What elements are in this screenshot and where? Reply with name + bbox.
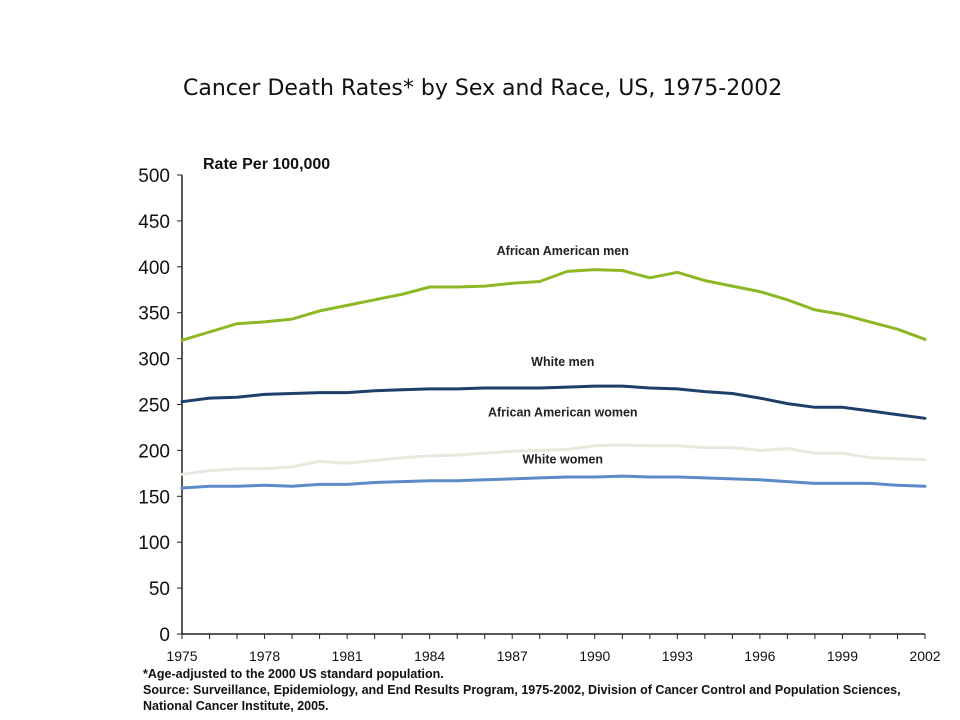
y-tick-label: 350 xyxy=(138,304,170,325)
x-tick-label: 1984 xyxy=(414,648,445,664)
series-line xyxy=(180,384,927,420)
series-label: White men xyxy=(531,355,594,369)
y-tick-label: 450 xyxy=(138,212,170,233)
series-line xyxy=(180,443,927,476)
series-label: African American men xyxy=(497,244,629,258)
y-axis-label: Rate Per 100,000 xyxy=(203,156,330,173)
footnote: *Age-adjusted to the 2000 US standard po… xyxy=(143,666,943,714)
x-tick-label: 1990 xyxy=(579,648,610,664)
y-tick-label: 100 xyxy=(138,533,170,554)
x-tick-label: 1987 xyxy=(497,648,528,664)
x-tick-label: 1975 xyxy=(166,648,197,664)
y-tick-label: 400 xyxy=(138,258,170,279)
x-tick-label: 1999 xyxy=(827,648,858,664)
y-tick-label: 500 xyxy=(138,166,170,187)
source-note: Source: Surveillance, Epidemiology, and … xyxy=(143,683,901,713)
x-tick-label: 1981 xyxy=(332,648,363,664)
y-tick-label: 50 xyxy=(149,579,170,600)
y-tick-label: 200 xyxy=(138,441,170,462)
y-tick-label: 150 xyxy=(138,487,170,508)
x-tick-label: 1978 xyxy=(249,648,280,664)
series-label: White women xyxy=(522,452,603,466)
y-tick-label: 250 xyxy=(138,396,170,417)
y-tick-label: 0 xyxy=(159,625,170,646)
x-tick-label: 1996 xyxy=(744,648,775,664)
series-line xyxy=(180,268,927,342)
series-line xyxy=(180,474,927,490)
chart-title: Cancer Death Rates* by Sex and Race, US,… xyxy=(183,76,783,101)
y-tick-label: 300 xyxy=(138,350,170,371)
age-adjusted-note: *Age-adjusted to the 2000 US standard po… xyxy=(143,667,444,681)
x-tick-label: 2002 xyxy=(909,648,940,664)
series-label: African American women xyxy=(488,405,638,419)
x-tick-label: 1993 xyxy=(662,648,693,664)
